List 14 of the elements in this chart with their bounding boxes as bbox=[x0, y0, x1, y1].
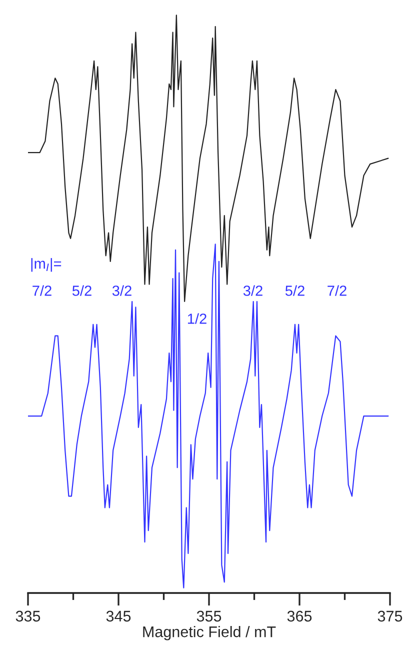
annotation: 5/2 bbox=[72, 285, 92, 296]
x-tick-label: 345 bbox=[106, 610, 131, 622]
x-tick-label: 375 bbox=[378, 610, 402, 622]
annotation: |m$_{I}$|= bbox=[31, 258, 62, 272]
annotation: 3/2 bbox=[243, 285, 262, 296]
x-axis-title: Magnetic Field / mT bbox=[143, 626, 276, 640]
x-tick-label: 365 bbox=[287, 610, 312, 622]
annotation: 3/2 bbox=[112, 285, 132, 296]
annotation: 7/2 bbox=[32, 285, 52, 296]
annotation: 7/2 bbox=[328, 285, 346, 296]
x-tick-label: 355 bbox=[196, 610, 222, 622]
annotation: 1/2 bbox=[188, 313, 206, 324]
x-tick-label: 335 bbox=[16, 610, 40, 622]
annotation: 5/2 bbox=[285, 285, 304, 296]
